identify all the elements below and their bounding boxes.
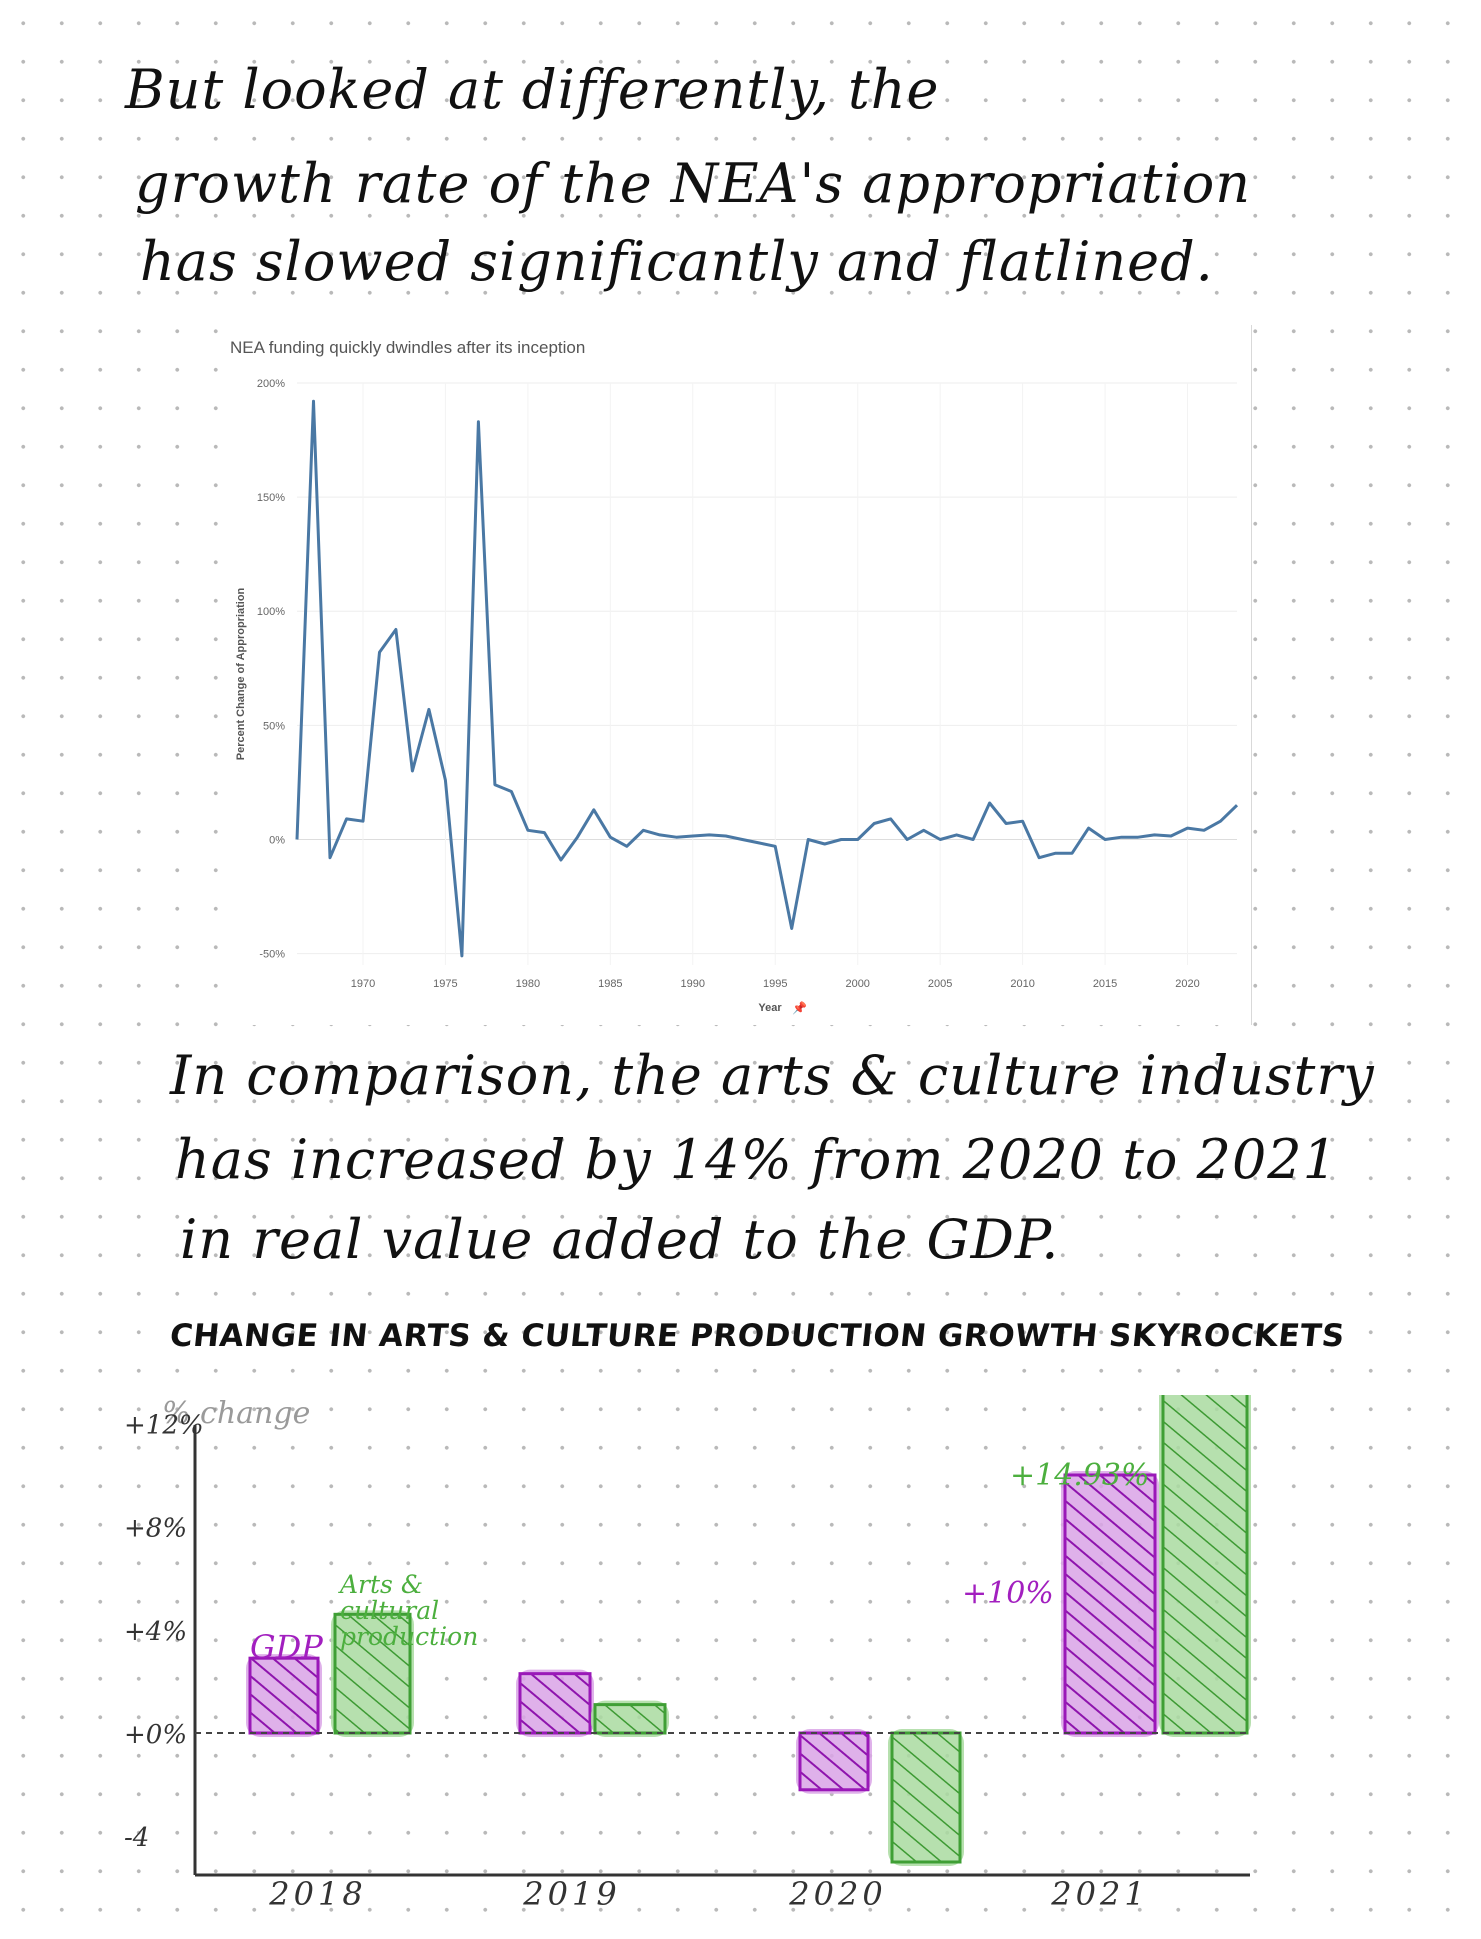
x-category-label: 2021	[1050, 1875, 1148, 1910]
bottom-chart-bars	[246, 1395, 1251, 1866]
y-tick-label: 200%	[257, 378, 285, 390]
bottom-y-tick-label: +8%	[124, 1514, 187, 1544]
chart-panel	[222, 325, 1252, 1025]
x-tick-label: 1970	[351, 978, 375, 990]
bottom-chart-axes	[193, 1425, 1250, 1877]
x-tick-label: 1980	[516, 978, 540, 990]
top-chart-series	[295, 399, 1239, 958]
top-chart-y-ticks: 200% 150% 100% 50% 0% -50%	[257, 378, 285, 961]
x-tick-label: 1985	[598, 978, 622, 990]
percent-change-line	[295, 399, 1239, 958]
bar-2019-gdp	[518, 1672, 592, 1735]
chart-frame-edge	[1251, 325, 1252, 1025]
bottom-y-tick-label: -4	[124, 1823, 149, 1853]
x-category-label: 2020	[788, 1875, 886, 1910]
bar-2019-arts	[593, 1703, 667, 1735]
bar-2018-gdp	[248, 1656, 320, 1735]
bottom-y-tick-label: +4%	[124, 1617, 187, 1647]
nea-funding-chart: NEA funding quickly dwindles after its i…	[222, 325, 1252, 1025]
nea-line-chart-svg: NEA funding quickly dwindles after its i…	[230, 338, 1239, 1015]
x-tick-label: 2010	[1010, 978, 1034, 990]
x-tick-label: 2020	[1175, 978, 1199, 990]
y-tick-label: -50%	[259, 949, 285, 961]
x-category-label: 2018	[268, 1875, 366, 1910]
top-chart-x-ticks: 1970 1975 1980 1985 1990 1995 2000 2005 2010 2015…	[351, 978, 1200, 990]
series-label-arts-line: Arts &	[338, 1570, 423, 1599]
series-label-gdp: GDP	[250, 1628, 323, 1666]
pin-icon: 📌	[792, 1000, 807, 1015]
y-tick-label: 50%	[263, 720, 285, 732]
bottom-chart-y-ticks: +12% +8% +4% +0% -4	[124, 1410, 204, 1853]
series-label-arts-line: production	[340, 1622, 478, 1651]
bottom-chart-x-ticks: 2018 2019 2020 2021	[268, 1875, 1148, 1910]
intro-line-3: has slowed significantly and flatlined.	[140, 230, 1214, 293]
top-chart-y-axis-label: Percent Change of Appropriation	[235, 587, 247, 760]
bar-2021-gdp	[1063, 1473, 1157, 1735]
bar-2020-gdp	[798, 1731, 870, 1792]
bar-2018-arts	[333, 1612, 412, 1735]
top-chart-title: NEA funding quickly dwindles after its i…	[230, 338, 585, 357]
x-tick-label: 1990	[681, 978, 705, 990]
top-chart-grid	[297, 382, 1237, 965]
bar-2020-arts	[890, 1731, 962, 1864]
comparison-line-3: in real value added to the GDP.	[180, 1208, 1060, 1271]
comparison-line-1: In comparison, the arts & culture indust…	[170, 1044, 1375, 1107]
y-tick-label: 150%	[257, 492, 285, 504]
intro-line-2: growth rate of the NEA's appropriation	[135, 152, 1251, 215]
bottom-chart-y-axis-label: % change	[162, 1396, 310, 1431]
arts-growth-bar-svg: % change +12% +8% +4% +0% -4 2018 2019 2020 202…	[124, 1395, 1251, 1910]
x-tick-label: 1975	[433, 978, 457, 990]
y-tick-label: 100%	[257, 606, 285, 618]
x-category-label: 2019	[522, 1875, 620, 1910]
data-label-arts-2021: +14.93%	[1010, 1458, 1150, 1493]
x-tick-label: 2015	[1093, 978, 1117, 990]
bottom-y-tick-label: +0%	[124, 1720, 187, 1750]
x-tick-label: 2005	[928, 978, 952, 990]
y-tick-label: 0%	[269, 834, 285, 846]
x-tick-label: 2000	[845, 978, 869, 990]
bottom-y-tick-label: +12%	[124, 1410, 204, 1440]
x-tick-label: 1995	[763, 978, 787, 990]
intro-line-1: But looked at differently, the	[125, 58, 940, 121]
arts-growth-chart: % change +12% +8% +4% +0% -4 2018 2019 2020 202…	[110, 1395, 1290, 1910]
series-label-arts-line: cultural	[340, 1596, 439, 1625]
bottom-chart-title: CHANGE IN ARTS & CULTURE PRODUCTION GROW…	[168, 1318, 1347, 1354]
top-chart-x-axis-label: Year	[758, 1002, 782, 1014]
data-label-gdp-2021: +10%	[962, 1576, 1054, 1611]
comparison-line-2: has increased by 14% from 2020 to 2021	[175, 1128, 1339, 1191]
bar-2021-arts	[1161, 1395, 1249, 1735]
